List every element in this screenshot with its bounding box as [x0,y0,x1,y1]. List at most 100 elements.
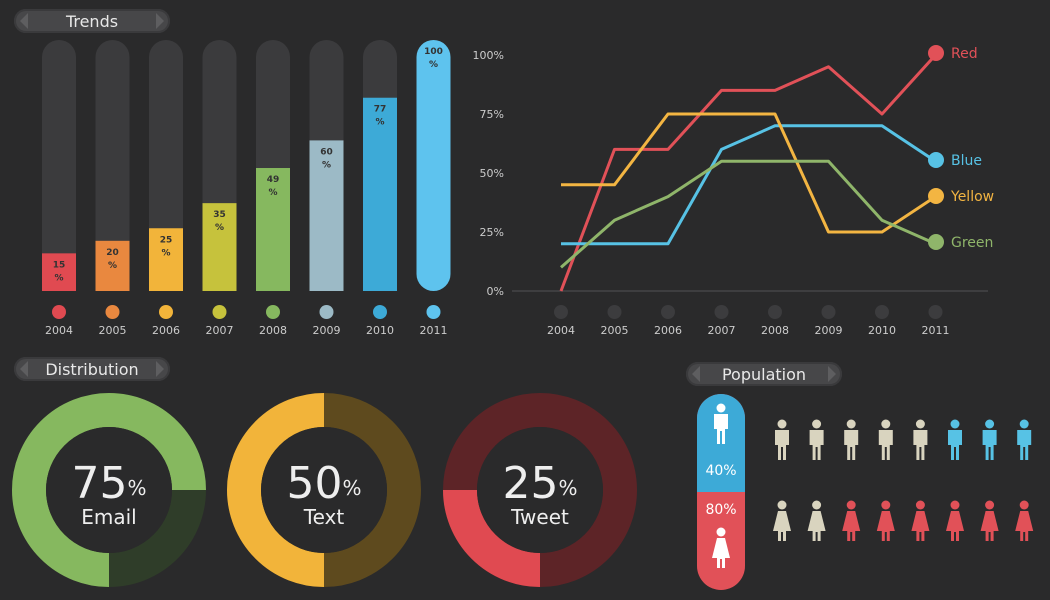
icon-body [946,511,964,541]
bar-dot [373,305,387,319]
x-tick-label: 2008 [259,324,287,337]
icon-body [714,414,728,444]
icon-head [985,500,995,510]
icon-head [812,500,822,510]
bar-dot [159,305,173,319]
icon-head [716,527,726,537]
icon-head [881,419,891,429]
icon-head [777,500,787,510]
female-person-icon [876,500,895,541]
bar-dot [105,305,120,319]
x-tick-label: 2007 [708,324,736,337]
icon-body [876,511,895,541]
donut-value-arc [227,393,325,587]
legend-dot [928,234,944,250]
donut-value-arc [12,393,206,587]
male-person-icon [1017,419,1032,460]
icon-head [846,500,856,510]
x-tick-label: 2004 [45,324,73,337]
line-x-dot [875,305,889,319]
icon-body [911,511,930,541]
donut-hole [477,427,603,553]
bar [363,97,397,291]
bar-dot [426,305,441,319]
population-capsule-top [697,394,745,492]
bar-value-label: 15 [53,260,66,270]
bar-percent-label: % [108,261,117,271]
right-arrow-icon [828,366,836,382]
male-person-icon [878,419,893,460]
bar [309,140,344,291]
male-person-icon [982,419,997,460]
icon-body [775,430,789,460]
x-tick-label: 2011 [420,324,448,337]
icon-body [878,430,893,460]
legend-dot [928,188,944,204]
icon-head [1019,500,1029,510]
icon-body [1017,430,1032,460]
x-tick-label: 2010 [868,324,896,337]
icon-head [777,419,787,429]
bar-value-label: 49 [267,175,280,185]
donut-value: 50% [264,462,384,506]
bar [149,228,183,291]
right-arrow-icon [156,13,164,29]
y-tick-label: 50% [480,167,504,180]
population-title: Population [721,364,807,384]
donut-name: Tweet [511,505,569,529]
legend-dot [928,45,944,61]
icon-head [915,500,925,510]
trends-header: Trends [14,9,170,33]
line-x-dot [928,305,943,319]
bar-dot [266,305,280,319]
female-person-icon [842,500,861,541]
icon-head [985,419,995,429]
icon-body [712,538,730,568]
x-tick-label: 2008 [761,324,789,337]
population-header: Population [686,362,842,386]
donut-label: 50% Text [264,462,384,529]
bar-value-label: 60 [320,147,333,157]
icon-head [812,419,822,429]
female-person-icon [911,500,930,541]
distribution-header: Distribution [14,357,170,381]
donut-value-number: 75 [71,458,128,509]
icon-body [807,511,826,541]
percent-sign: % [342,476,362,500]
bar-dot [319,305,334,319]
distribution-title: Distribution [45,359,139,379]
icon-body [844,430,859,460]
bar-dot [212,305,227,319]
donut-name: Text [303,505,345,529]
bar [42,253,76,291]
series-line [560,159,937,269]
left-arrow-icon [20,361,28,377]
icon-head [881,500,891,510]
female-person-icon [1015,500,1034,541]
bar-value-label: 100 [424,47,443,57]
bar-percent-label: % [215,223,224,233]
donut-value-number: 50 [286,458,343,509]
icon-body [982,430,997,460]
male-person-icon [809,419,824,460]
male-person-icon [913,419,928,460]
male-person-icon [775,419,789,460]
female-percent: 80% [705,502,736,518]
bar-percent-label: % [429,60,438,70]
x-tick-label: 2007 [206,324,234,337]
donut-name: Email [81,505,137,529]
series-line [561,112,937,234]
female-person-icon [773,500,791,541]
donut-hole [46,427,172,553]
x-tick-label: 2009 [815,324,843,337]
icon-head [950,500,960,510]
y-tick-label: 25% [480,226,504,239]
line-x-dot [714,305,729,319]
icon-body [980,511,999,541]
icon-head [1019,419,1029,429]
male-person-icon [844,419,859,460]
bar-value-label: 77 [374,105,387,115]
icon-body [809,430,824,460]
left-arrow-icon [20,13,28,29]
